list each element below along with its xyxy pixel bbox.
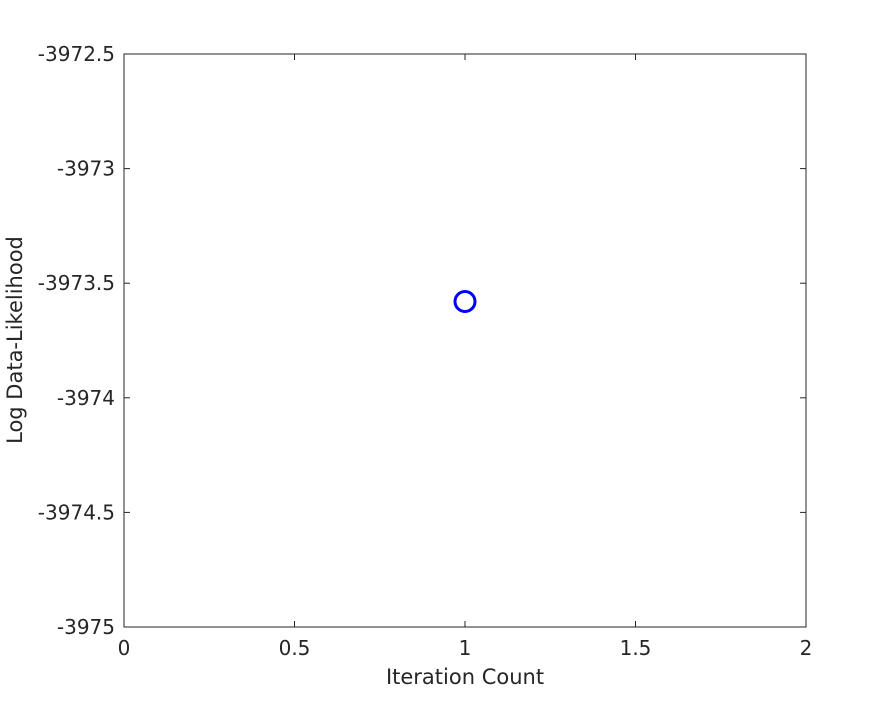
x-tick-label: 0.5: [279, 636, 311, 660]
y-axis-ticks: -3975 -3974.5 -3974 -3973.5 -3973 -3972.5: [38, 42, 806, 639]
data-points: [453, 290, 477, 314]
x-axis-ticks: 0 0.5 1 1.5 2: [118, 54, 813, 660]
y-tick-label: -3972.5: [38, 42, 115, 66]
y-tick-label: -3975: [57, 615, 115, 639]
y-axis-label: Log Data-Likelihood: [3, 236, 27, 444]
x-axis-label: Iteration Count: [386, 665, 544, 689]
data-point-marker: [453, 290, 477, 314]
y-tick-label: -3974: [57, 386, 115, 410]
x-tick-label: 0: [118, 636, 131, 660]
x-tick-label: 2: [800, 636, 813, 660]
x-tick-label: 1.5: [620, 636, 652, 660]
y-tick-label: -3973.5: [38, 271, 115, 295]
y-tick-label: -3974.5: [38, 500, 115, 524]
plot-area: [123, 53, 807, 628]
x-tick-label: 1: [459, 636, 472, 660]
y-tick-label: -3973: [57, 157, 115, 181]
